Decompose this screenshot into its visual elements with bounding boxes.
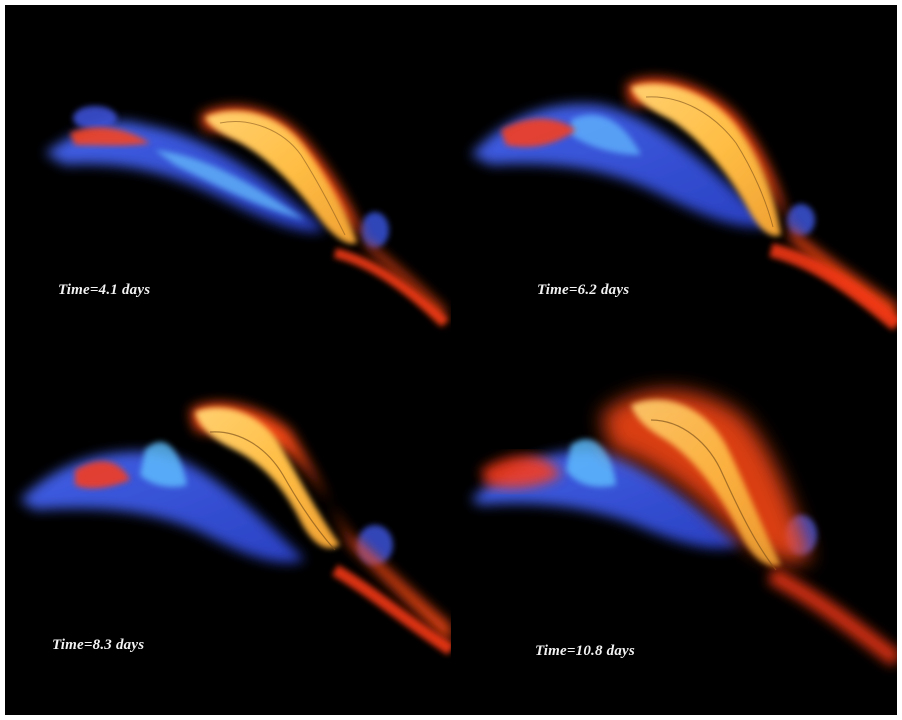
time-label: Time=4.1 days	[58, 282, 151, 298]
panel-time-8-3: Time=8.3 days	[5, 360, 451, 715]
flux-rope-render-1	[45, 106, 449, 327]
panel-time-6-2: Time=6.2 days	[451, 5, 897, 360]
flux-rope-render-4	[471, 390, 897, 667]
time-label: Time=6.2 days	[537, 282, 630, 298]
flux-rope-render-3	[20, 402, 451, 656]
simulation-figure: Time=4.1 days Time=6.2 days	[5, 5, 897, 715]
flux-rope-render-2	[471, 78, 897, 331]
panel-time-10-8: Time=10.8 days	[451, 360, 897, 715]
panel-time-4-1: Time=4.1 days	[5, 5, 451, 360]
time-label: Time=8.3 days	[52, 637, 145, 653]
time-label: Time=10.8 days	[535, 643, 635, 659]
